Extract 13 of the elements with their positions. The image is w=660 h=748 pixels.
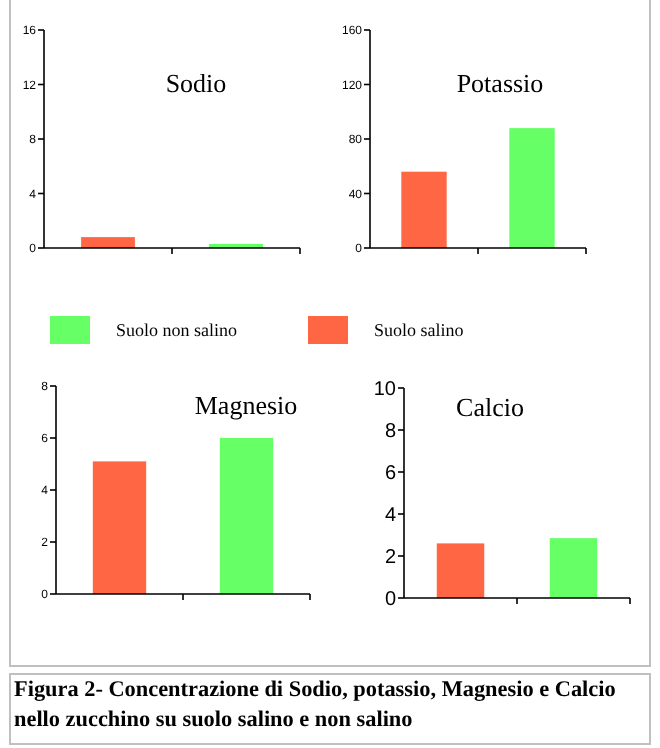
y-tick-label: 0 (384, 589, 397, 611)
y-tick-label: 8 (384, 421, 397, 443)
y-tick-label: 6 (384, 463, 397, 485)
chart-title: Magnesio (194, 390, 298, 420)
legend-label: Suolo salino (374, 320, 465, 341)
chart-title: Calcio (456, 392, 524, 422)
text: Figura 2- Concentrazione di Sodio, potassio, Magnesio e Calcio nello zucchino su suolo salino e non salino (14, 676, 618, 736)
legend-label: Suolo non salino (116, 320, 239, 341)
text: Potassio (456, 68, 544, 98)
text: Sodio (165, 68, 227, 98)
y-tick-label: 10 (373, 379, 397, 401)
y-tick-label: 4 (384, 505, 397, 527)
y-tick-label: 2 (384, 547, 397, 569)
